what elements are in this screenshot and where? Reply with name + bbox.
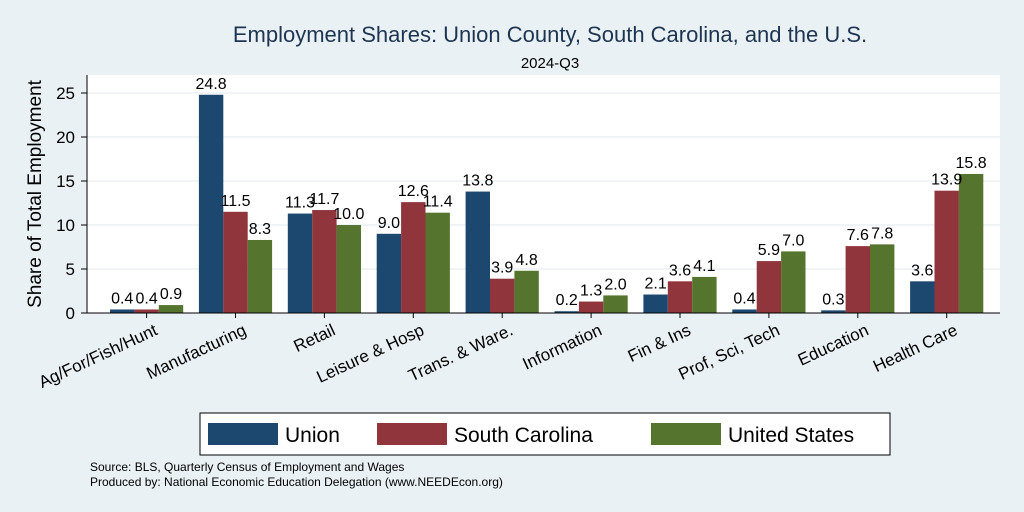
bar	[603, 295, 628, 313]
bar	[490, 278, 515, 313]
bar	[134, 309, 159, 313]
legend-swatch-united-states	[651, 423, 721, 445]
x-tick-label: Information	[520, 320, 605, 373]
bar	[692, 276, 717, 313]
source-note: Source: BLS, Quarterly Census of Employm…	[90, 460, 404, 474]
y-tick-label: 25	[56, 84, 75, 103]
data-label: 8.3	[249, 221, 271, 238]
y-tick-label: 15	[56, 172, 75, 191]
y-axis-label: Share of Total Employment	[25, 79, 46, 307]
x-tick-label: Education	[795, 320, 872, 369]
bar	[910, 281, 935, 313]
bar	[554, 311, 579, 313]
data-label: 5.9	[758, 242, 780, 259]
data-label: 1.3	[580, 283, 602, 300]
y-tick-label: 20	[56, 128, 75, 147]
bar	[821, 310, 846, 313]
legend: Union South Carolina United States	[199, 412, 891, 456]
data-label: 0.4	[135, 290, 157, 307]
data-label: 11.5	[221, 193, 251, 210]
y-tick-label: 10	[56, 216, 75, 235]
data-labels: 0.4 0.4 0.924.811.58.311.311.710.09.012.61…	[111, 76, 987, 309]
data-label: 11.7	[309, 191, 339, 208]
data-label: 4.8	[515, 252, 537, 269]
data-label: 3.9	[491, 260, 513, 277]
y-tick-label: 5	[66, 260, 75, 279]
bar	[465, 191, 490, 313]
data-label: 12.6	[398, 183, 429, 200]
bar	[110, 309, 135, 313]
x-tick-label: Health Care	[870, 320, 960, 376]
data-label: 4.1	[693, 258, 715, 275]
bar	[958, 173, 984, 313]
data-label: 7.0	[782, 232, 804, 249]
x-tick-label: Prof, Sci, Tech	[676, 320, 783, 383]
bar	[845, 246, 870, 313]
data-label: 10.0	[333, 206, 364, 223]
produced-by-note: Produced by: National Economic Education…	[90, 475, 503, 489]
bar	[667, 281, 693, 313]
legend-label-south-carolina: South Carolina	[454, 424, 593, 447]
x-tick-label: Retail	[291, 320, 338, 356]
bar	[336, 225, 361, 313]
bar	[158, 305, 184, 313]
data-label: 0.4	[111, 290, 133, 307]
bar	[312, 210, 337, 313]
chart-subtitle: 2024-Q3	[521, 55, 579, 72]
bar	[578, 301, 604, 313]
data-label: 0.2	[556, 292, 578, 309]
data-label: 7.8	[871, 225, 893, 242]
data-label: 24.8	[196, 76, 227, 93]
bar	[870, 244, 895, 313]
bar	[756, 261, 782, 313]
data-label: 13.9	[931, 172, 962, 189]
data-label: 9.0	[378, 215, 400, 232]
legend-label-union: Union	[285, 424, 340, 447]
bar	[376, 233, 402, 313]
data-label: 0.4	[733, 290, 755, 307]
legend-label-united-states: United States	[728, 424, 854, 447]
data-label: 11.4	[423, 194, 453, 211]
bar	[732, 309, 757, 313]
bars	[110, 94, 984, 313]
bar	[643, 294, 668, 313]
data-label: 3.6	[669, 262, 691, 279]
bar	[425, 212, 450, 313]
data-label: 0.9	[160, 286, 182, 303]
x-tick-label: Manufacturing	[144, 320, 250, 383]
x-tick-label: Ag/For/Fish/Hunt	[36, 320, 161, 392]
legend-swatch-union	[208, 423, 278, 445]
bar	[287, 213, 313, 313]
bar	[247, 239, 273, 313]
bar	[781, 251, 806, 313]
y-tick-label: 0	[66, 304, 75, 323]
data-label: 2.0	[604, 276, 626, 293]
data-label: 15.8	[956, 155, 987, 172]
data-label: 0.3	[822, 291, 844, 308]
bar	[934, 190, 959, 313]
bar	[514, 270, 539, 313]
data-label: 3.6	[911, 262, 933, 279]
data-label: 13.8	[462, 173, 493, 190]
chart-title: Employment Shares: Union County, South C…	[233, 22, 867, 47]
legend-swatch-south-carolina	[377, 423, 447, 445]
bar	[401, 202, 426, 313]
bar	[223, 211, 248, 313]
bar	[198, 94, 224, 313]
data-label: 2.1	[644, 276, 666, 293]
data-label: 11.3	[285, 195, 315, 212]
x-tick-label: Fin & Ins	[625, 320, 694, 366]
data-label: 7.6	[847, 227, 869, 244]
